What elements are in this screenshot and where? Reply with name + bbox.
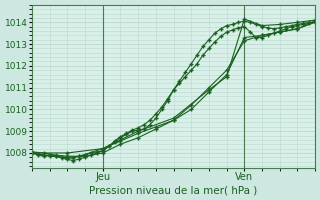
X-axis label: Pression niveau de la mer( hPa ): Pression niveau de la mer( hPa ): [90, 185, 258, 195]
